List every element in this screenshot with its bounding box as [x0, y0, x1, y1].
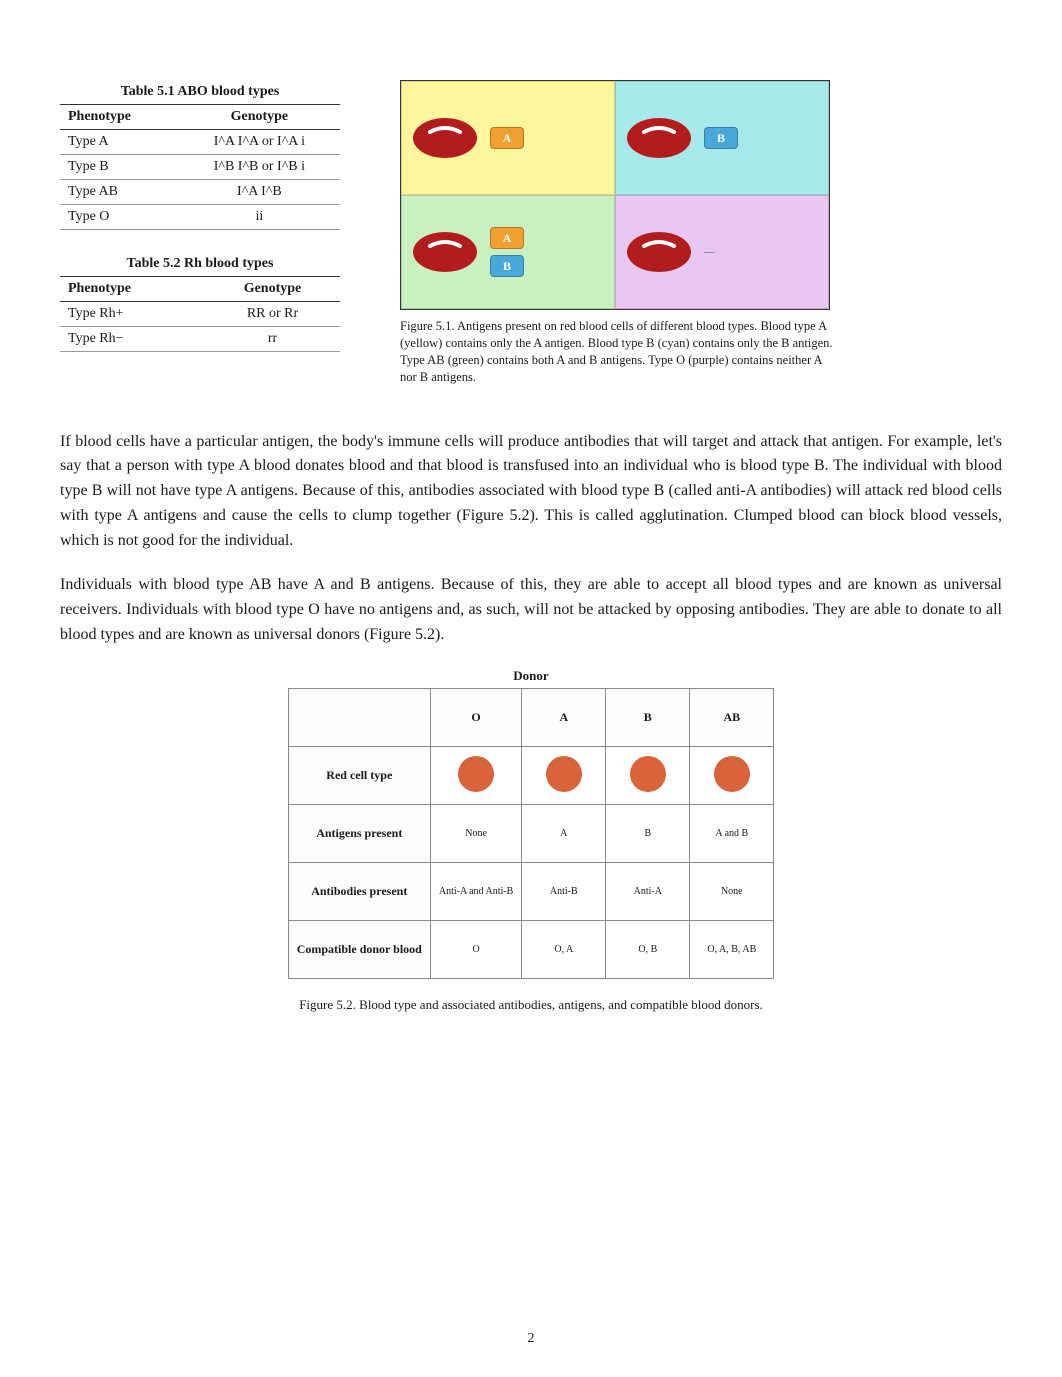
- antigen-box: —: [704, 247, 714, 258]
- antigen-box: AB: [490, 227, 524, 277]
- paragraph-1: If blood cells have a particular antigen…: [60, 430, 1002, 554]
- antigen-box: B: [704, 127, 738, 149]
- antigen-tag: B: [490, 255, 524, 277]
- diagram-caption: Figure 5.1. Antigens present on red bloo…: [400, 318, 840, 386]
- tables-column: Table 5.1 ABO blood types Phenotype Geno…: [60, 80, 360, 374]
- blood-type-cell: B: [615, 81, 829, 195]
- donor-table-wrap: Donor O A B AB Red cell type: [60, 668, 1002, 1013]
- row-antibodies: Antibodies present Anti-A and Anti-B Ant…: [288, 862, 774, 920]
- col-A: A: [522, 688, 606, 746]
- rh-head-phenotype: Phenotype: [60, 277, 205, 302]
- antigen-box: A: [490, 127, 524, 149]
- paragraph-2: Individuals with blood type AB have A an…: [60, 573, 1002, 647]
- abo-head-phenotype: Phenotype: [60, 105, 179, 130]
- table-row: Type A I^A I^A or I^A i: [60, 130, 340, 155]
- col-O: O: [430, 688, 521, 746]
- body-text: If blood cells have a particular antigen…: [60, 430, 1002, 648]
- donor-label: Donor: [513, 668, 548, 684]
- blood-type-diagram-column: ABAB— Figure 5.1. Antigens present on re…: [400, 80, 1002, 386]
- row-compatible: Compatible donor blood O O, A O, B O, A,…: [288, 920, 774, 978]
- donor-table-caption: Figure 5.2. Blood type and associated an…: [299, 997, 763, 1013]
- table-row: Type AB I^A I^B: [60, 180, 340, 205]
- row-antigens: Antigens present None A B A and B: [288, 804, 774, 862]
- abo-head-genotype: Genotype: [179, 105, 340, 130]
- donor-recipient-table: O A B AB Red cell type Antigens present …: [288, 688, 775, 979]
- table-row: Type Rh− rr: [60, 327, 340, 352]
- table-row: Type O ii: [60, 205, 340, 230]
- abo-table: Table 5.1 ABO blood types Phenotype Geno…: [60, 80, 340, 230]
- abo-caption: Table 5.1 ABO blood types: [60, 80, 340, 105]
- rh-table: Table 5.2 Rh blood types Phenotype Genot…: [60, 252, 340, 352]
- rbc-icon: [624, 114, 694, 162]
- rh-caption: Table 5.2 Rh blood types: [60, 252, 340, 277]
- antigen-tag: A: [490, 227, 524, 249]
- page-number: 2: [0, 1331, 1062, 1347]
- blood-type-cell: —: [615, 195, 829, 309]
- rh-head-genotype: Genotype: [205, 277, 340, 302]
- table-row: Type Rh+ RR or Rr: [60, 302, 340, 327]
- rbc-icon: [410, 114, 480, 162]
- blood-type-diagram: ABAB—: [400, 80, 830, 310]
- antigen-tag: B: [704, 127, 738, 149]
- col-AB: AB: [690, 688, 774, 746]
- antigen-tag: A: [490, 127, 524, 149]
- rbc-icon: [630, 756, 666, 792]
- rbc-icon: [546, 756, 582, 792]
- rbc-icon: [624, 228, 694, 276]
- rbc-icon: [714, 756, 750, 792]
- row-rbc: Red cell type: [288, 746, 774, 804]
- rbc-icon: [458, 756, 494, 792]
- col-B: B: [606, 688, 690, 746]
- blood-type-cell: AB: [401, 195, 615, 309]
- rbc-icon: [410, 228, 480, 276]
- blood-type-cell: A: [401, 81, 615, 195]
- table-row: Type B I^B I^B or I^B i: [60, 155, 340, 180]
